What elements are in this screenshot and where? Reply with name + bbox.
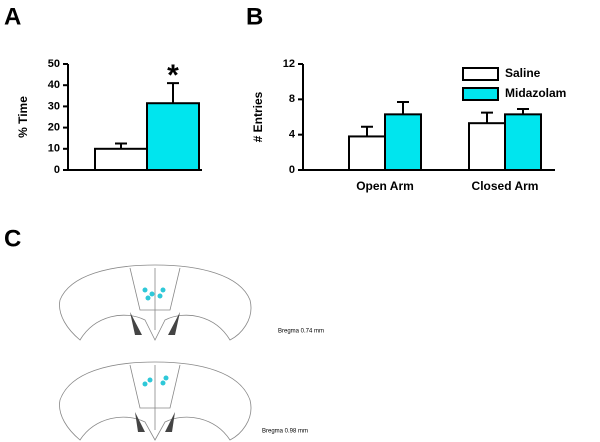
legend-label: Saline: [505, 66, 541, 80]
y-axis-label: # Entries: [251, 91, 265, 142]
bar: [384, 113, 422, 171]
y-tick-label: 0: [289, 164, 295, 176]
panel-label: A: [4, 3, 21, 30]
bar: [504, 113, 542, 171]
y-tick-label: 40: [48, 79, 60, 91]
error-bar: [361, 125, 373, 137]
y-tick-label: 10: [48, 143, 60, 155]
error-bar: [115, 142, 127, 149]
x-tick-label: Closed Arm: [472, 179, 539, 193]
y-tick-label: 30: [48, 100, 60, 112]
y-tick-label: 8: [289, 93, 295, 105]
y-tick-label: 4: [289, 129, 296, 141]
brain-section: Bregma 0.74 mm: [59, 264, 324, 341]
panel-label: B: [246, 3, 263, 30]
error-bar: [167, 82, 179, 104]
legend-swatch: [462, 67, 499, 81]
section-label: Bregma 0.74 mm: [278, 329, 324, 335]
y-axis-label: % Time: [16, 96, 30, 138]
y-tick-label: 20: [48, 122, 60, 134]
brain-section: Bregma 0.98 mm: [59, 361, 308, 441]
x-tick-label: Open Arm: [356, 179, 414, 193]
error-bar: [481, 111, 493, 124]
legend-swatch: [462, 87, 499, 101]
error-bar: [397, 100, 409, 115]
bar: [146, 102, 200, 171]
y-tick-label: 0: [54, 164, 60, 176]
legend-label: Midazolam: [505, 86, 566, 100]
panel-label: C: [4, 225, 21, 252]
bar: [468, 122, 506, 171]
y-tick-label: 12: [283, 58, 295, 70]
error-bar: [517, 108, 529, 115]
y-tick-label: 50: [48, 58, 60, 70]
bar: [94, 147, 148, 172]
bar: [348, 135, 386, 171]
annotation: *: [167, 59, 179, 92]
section-label: Bregma 0.98 mm: [262, 429, 308, 435]
